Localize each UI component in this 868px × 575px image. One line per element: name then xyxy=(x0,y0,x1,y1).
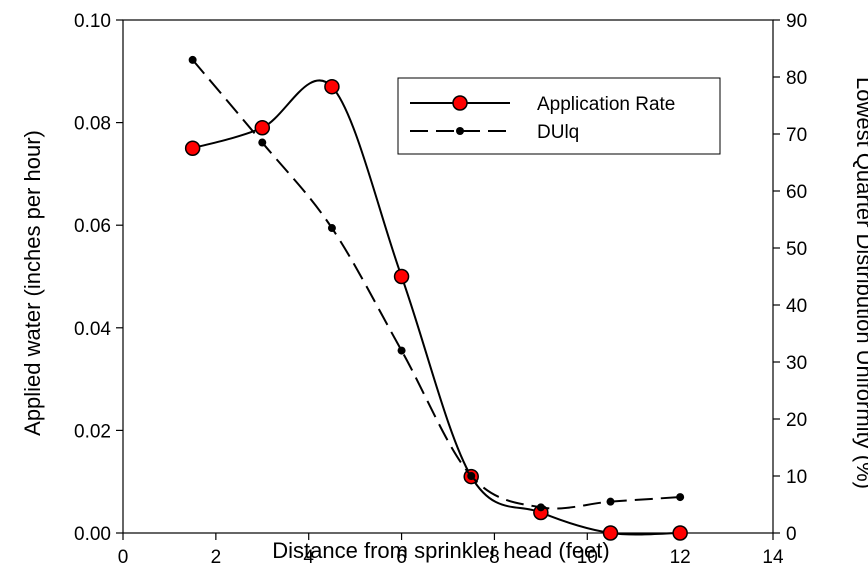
y-tick-label: 0.00 xyxy=(74,524,111,545)
data-point-dulq xyxy=(676,493,685,502)
data-point-application-rate xyxy=(393,268,410,285)
y2-tick-label: 50 xyxy=(786,239,807,260)
x-tick-label: 12 xyxy=(670,547,691,568)
data-point-dulq xyxy=(397,346,406,355)
y2-tick-label: 20 xyxy=(786,410,807,431)
series-line-application-rate xyxy=(192,79,681,536)
data-point-application-rate xyxy=(324,78,340,95)
data-point-application-rate xyxy=(672,525,688,541)
tick-labels: 0 2 4 6 8 10 12 14 0.00 0.02 0.04 0.06 0.08 0.10 0 10 20… xyxy=(74,11,807,568)
x-tick-label: 0 xyxy=(118,547,129,568)
axes xyxy=(116,19,780,540)
x-tick-label: 10 xyxy=(577,547,598,568)
y2-tick-label: 10 xyxy=(786,467,807,488)
left-y-axis-title: Applied water (inches per hour) xyxy=(20,130,45,436)
x-axis-title: Distance from sprinkler head (feet) xyxy=(272,538,609,563)
data-point-dulq xyxy=(188,55,197,64)
y2-tick-label: 80 xyxy=(786,68,807,89)
y2-tick-label: 60 xyxy=(786,182,807,203)
y-tick-label: 0.02 xyxy=(74,421,111,442)
y2-tick-label: 90 xyxy=(786,11,807,32)
series-dulq xyxy=(188,55,685,512)
y2-tick-label: 0 xyxy=(786,524,797,545)
y2-tick-label: 30 xyxy=(786,353,807,374)
y-tick-label: 0.10 xyxy=(74,11,111,32)
legend-marker-dulq xyxy=(456,127,464,135)
data-point-dulq xyxy=(606,497,615,506)
legend-label-dulq: DUlq xyxy=(537,122,579,143)
legend-marker-application-rate xyxy=(452,95,468,111)
y2-tick-label: 70 xyxy=(786,125,807,146)
x-tick-label: 14 xyxy=(762,547,784,568)
x-tick-label: 4 xyxy=(303,547,314,568)
data-point-dulq xyxy=(467,472,476,480)
data-point-dulq xyxy=(536,503,545,512)
legend-label-application-rate: Application Rate xyxy=(537,94,675,115)
y-tick-label: 0.08 xyxy=(74,114,111,135)
series-line-dulq xyxy=(191,59,681,510)
x-tick-label: 6 xyxy=(396,547,407,568)
data-point-application-rate xyxy=(254,119,271,136)
legend-box xyxy=(397,77,721,155)
x-tick-label: 8 xyxy=(489,547,500,568)
y2-tick-label: 40 xyxy=(786,296,807,317)
data-point-dulq xyxy=(258,138,267,147)
data-point-dulq xyxy=(327,224,336,233)
data-point-application-rate xyxy=(184,140,201,156)
data-point-application-rate xyxy=(602,525,619,541)
plot-frame xyxy=(122,19,774,534)
legend: Application Rate DUlq xyxy=(397,77,721,155)
y-tick-label: 0.04 xyxy=(74,319,111,340)
right-y-axis-title: Lowest Quarter Distribution Uniformity (… xyxy=(852,77,868,489)
y-tick-label: 0.06 xyxy=(74,216,111,237)
x-tick-label: 2 xyxy=(211,547,222,568)
plot-area xyxy=(184,55,688,541)
